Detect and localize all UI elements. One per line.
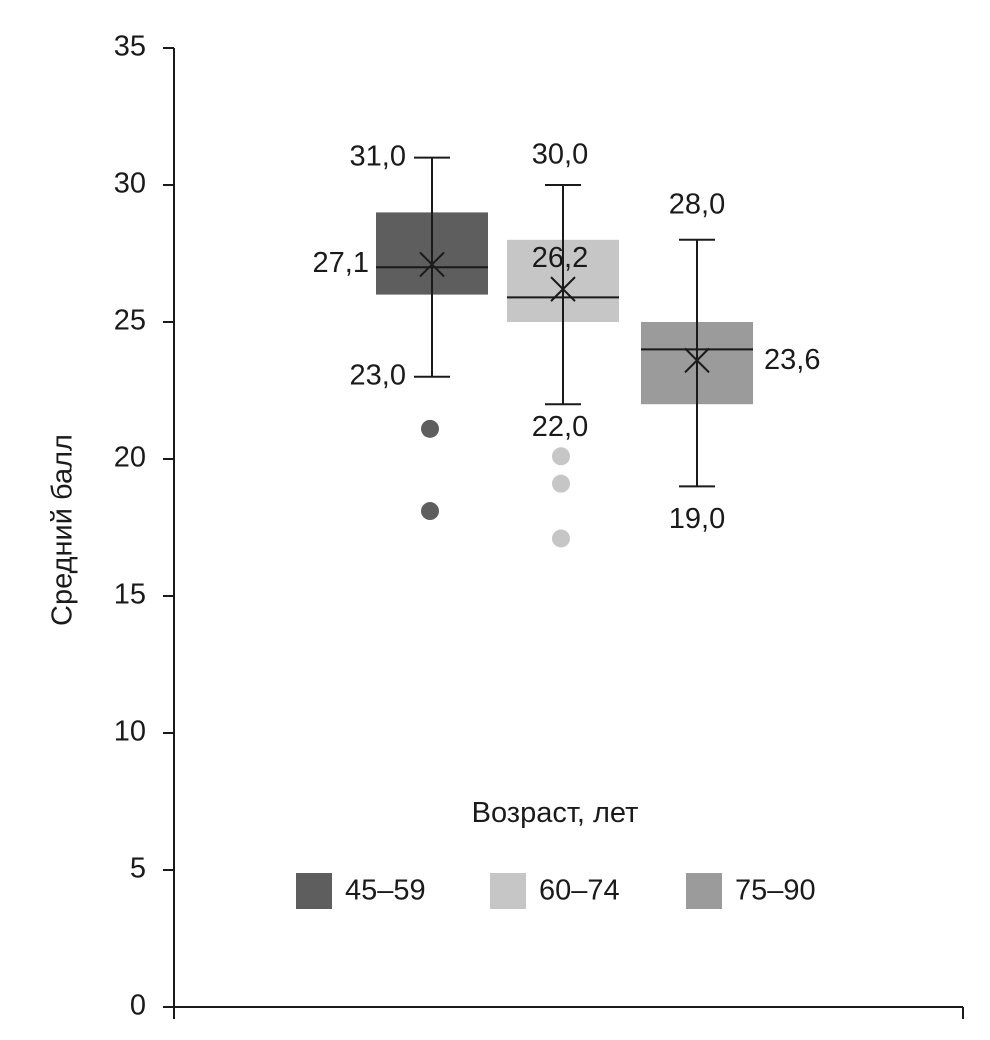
y-tick-label: 35 (114, 31, 146, 63)
axes (173, 48, 964, 1019)
data-label-min: 19,0 (669, 503, 725, 535)
y-tick-label: 20 (114, 442, 146, 474)
outlier-point (421, 419, 439, 438)
legend: 45–59 60–74 75–90 (296, 873, 816, 909)
y-ticks: 0 5 10 15 20 25 30 35 (114, 31, 174, 1022)
legend-label: 60–74 (539, 875, 620, 907)
data-label-max: 31,0 (350, 140, 406, 172)
data-label-min: 23,0 (350, 359, 406, 391)
legend-label: 75–90 (735, 875, 816, 907)
y-tick-label: 10 (114, 716, 146, 748)
y-tick-label: 25 (114, 305, 146, 337)
data-label-mean: 26,2 (532, 242, 588, 274)
legend-item-3: 75–90 (686, 873, 816, 909)
legend-swatch (686, 873, 722, 909)
legend-swatch (490, 873, 526, 909)
outlier-point (552, 529, 570, 548)
legend-title: Возраст, лет (472, 797, 639, 829)
y-tick-label: 30 (114, 168, 146, 200)
outlier-point (552, 474, 570, 493)
y-tick-label: 0 (130, 990, 146, 1022)
mean-marker (419, 251, 445, 278)
data-label-mean: 27,1 (313, 247, 369, 279)
box-group-1: 31,0 23,0 27,1 (313, 140, 488, 521)
box-group-3: 28,0 19,0 23,6 (641, 188, 820, 535)
box-series: 31,0 23,0 27,1 30,0 22,0 26,2 28,0 19,0 23,6 (313, 139, 820, 548)
data-label-max: 30,0 (532, 139, 588, 171)
y-tick-label: 15 (114, 579, 146, 611)
data-label-min: 22,0 (532, 411, 588, 443)
mean-marker (684, 347, 710, 374)
legend-swatch (296, 873, 332, 909)
y-tick-label: 5 (130, 853, 146, 885)
box-group-2: 30,0 22,0 26,2 (507, 139, 619, 548)
y-axis-title: Средний балл (47, 434, 79, 626)
legend-item-1: 45–59 (296, 873, 426, 909)
mean-marker (550, 276, 576, 302)
data-label-mean: 23,6 (764, 344, 820, 376)
outlier-point (421, 502, 439, 521)
legend-item-2: 60–74 (490, 873, 620, 909)
legend-label: 45–59 (345, 875, 426, 907)
outlier-point (552, 447, 570, 466)
data-label-max: 28,0 (669, 188, 725, 220)
